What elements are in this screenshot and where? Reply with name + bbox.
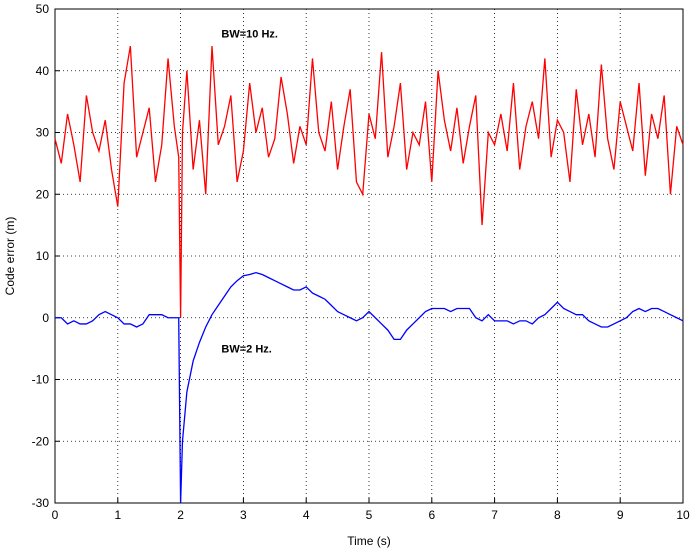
y-axis-label: Code error (m) [3,217,17,296]
data-line [54,45,684,318]
y-tick-label: 50 [36,2,50,16]
y-tick-label: 40 [36,64,50,78]
x-tick-label: 5 [366,508,373,522]
x-tick-label: 7 [491,508,498,522]
annotation: BW=2 Hz. [221,344,271,356]
y-tick-label: -20 [32,434,50,448]
x-tick-label: 2 [177,508,184,522]
x-tick-label: 4 [303,508,310,522]
x-tick-label: 9 [617,508,624,522]
annotation: BW=10 Hz. [221,29,278,41]
x-tick-label: 3 [240,508,247,522]
x-tick-label: 8 [554,508,561,522]
x-tick-label: 10 [676,508,690,522]
y-tick-label: 30 [36,126,50,140]
y-tick-label: 0 [42,311,49,325]
x-tick-label: 0 [52,508,59,522]
x-tick-label: 6 [428,508,435,522]
plot-frame [54,8,684,504]
y-tick-label: -30 [32,496,50,510]
y-tick-label: 20 [36,187,50,201]
x-tick-label: 1 [114,508,121,522]
y-tick-label: 10 [36,249,50,263]
data-line [55,271,684,504]
x-axis-label: Time (s) [347,534,391,548]
y-tick-label: -10 [32,373,50,387]
